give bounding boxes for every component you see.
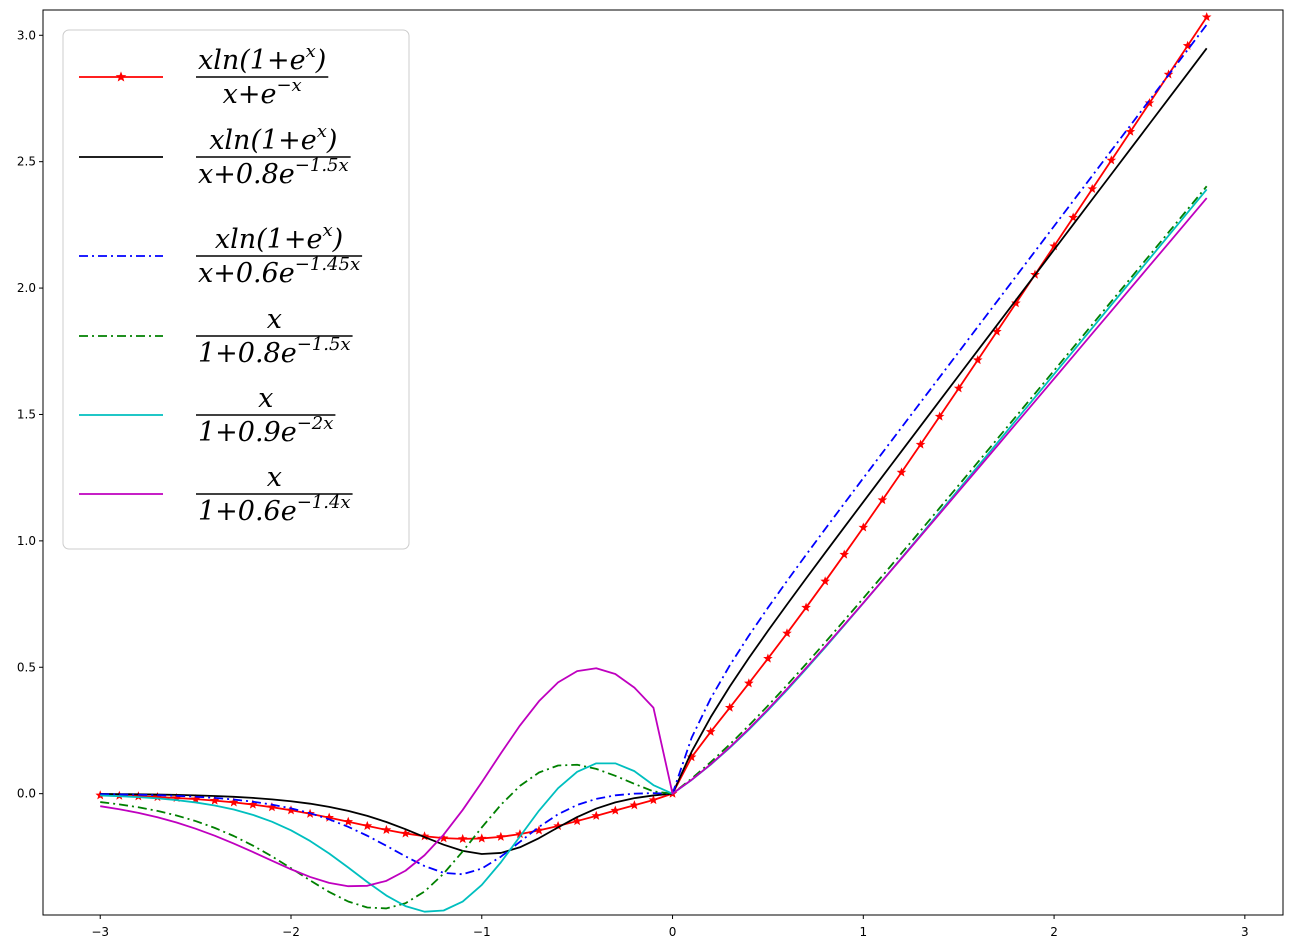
series-marker-1 bbox=[476, 833, 487, 843]
legend-denominator-3: x+0.6e−1.45x bbox=[198, 254, 360, 289]
x-tick-label: −3 bbox=[91, 925, 109, 939]
legend-numerator-3: xln(1+ex) bbox=[215, 220, 343, 255]
series-marker-1 bbox=[1106, 155, 1117, 165]
series-marker-1 bbox=[1144, 98, 1155, 108]
y-tick-label: 0.5 bbox=[17, 660, 36, 674]
legend-denominator-5: 1+0.9e−2x bbox=[198, 413, 333, 448]
series-marker-1 bbox=[248, 799, 258, 809]
series-marker-1 bbox=[1182, 40, 1193, 50]
series-marker-1 bbox=[801, 602, 811, 612]
series-marker-1 bbox=[896, 467, 907, 477]
series-line-2 bbox=[100, 47, 1208, 855]
x-tick-label: −2 bbox=[282, 925, 300, 939]
series-marker-1 bbox=[1011, 298, 1021, 308]
series-marker-1 bbox=[629, 800, 640, 810]
series-marker-1 bbox=[591, 810, 602, 820]
series-marker-1 bbox=[782, 628, 792, 638]
legend-marker-1 bbox=[115, 71, 127, 82]
series-marker-1 bbox=[858, 522, 869, 532]
series-marker-1 bbox=[724, 702, 735, 712]
series-marker-1 bbox=[343, 816, 354, 826]
series-marker-1 bbox=[496, 831, 506, 841]
series-marker-1 bbox=[705, 726, 716, 736]
legend-numerator-2: xln(1+ex) bbox=[209, 121, 337, 156]
y-tick-label: 1.5 bbox=[17, 407, 36, 421]
series-marker-1 bbox=[877, 495, 888, 505]
legend-numerator-1: xln(1+ex) bbox=[198, 41, 326, 76]
series-marker-1 bbox=[209, 795, 220, 805]
series-marker-1 bbox=[915, 439, 926, 449]
series-marker-1 bbox=[1068, 212, 1078, 222]
series-marker-1 bbox=[648, 794, 659, 805]
legend-numerator-6: x bbox=[267, 462, 282, 493]
legend-denominator-1: x+e−x bbox=[223, 75, 302, 110]
x-tick-label: 0 bbox=[669, 925, 677, 939]
series-marker-1 bbox=[457, 833, 468, 843]
legend-denominator-4: 1+0.8e−1.5x bbox=[198, 334, 351, 369]
legend-denominator-2: x+0.8e−1.5x bbox=[198, 155, 349, 190]
series-marker-1 bbox=[686, 752, 697, 762]
series-marker-1 bbox=[1125, 126, 1136, 136]
x-axis: −3 −2 −1 0 1 2 3 bbox=[91, 915, 1249, 939]
series-marker-1 bbox=[400, 828, 411, 838]
series-line-5 bbox=[100, 188, 1208, 913]
legend: xln(1+ex)x+e−xxln(1+ex)x+0.8e−1.5xxln(1+… bbox=[62, 29, 410, 550]
legend-numerator-5: x bbox=[258, 383, 273, 414]
y-tick-label: 1.0 bbox=[17, 534, 36, 548]
series-marker-1 bbox=[744, 678, 754, 688]
x-tick-label: 1 bbox=[859, 925, 867, 939]
series-marker-1 bbox=[763, 653, 773, 663]
series-marker-1 bbox=[610, 805, 621, 815]
series-marker-1 bbox=[1087, 183, 1098, 194]
series-marker-1 bbox=[362, 820, 373, 830]
y-tick-label: 2.0 bbox=[17, 281, 36, 295]
x-tick-label: 2 bbox=[1050, 925, 1058, 939]
series-line-6 bbox=[100, 197, 1208, 888]
series-marker-1 bbox=[1201, 12, 1212, 22]
series-marker-1 bbox=[934, 411, 945, 421]
series-layer bbox=[95, 12, 1212, 913]
series-marker-1 bbox=[972, 355, 983, 365]
y-tick-label: 2.5 bbox=[17, 155, 36, 169]
series-marker-1 bbox=[839, 549, 850, 559]
series-marker-1 bbox=[820, 576, 830, 586]
legend-numerator-4: x bbox=[267, 304, 282, 335]
y-tick-label: 0.0 bbox=[17, 787, 36, 801]
y-axis: 0.0 0.5 1.0 1.5 2.0 2.5 3.0 bbox=[17, 28, 43, 801]
legend-box bbox=[62, 29, 410, 550]
x-tick-label: −1 bbox=[473, 925, 491, 939]
series-marker-1 bbox=[381, 824, 392, 834]
series-marker-1 bbox=[228, 797, 239, 807]
series-line-3 bbox=[100, 24, 1208, 876]
y-tick-label: 3.0 bbox=[17, 28, 36, 42]
legend-denominator-6: 1+0.6e−1.4x bbox=[198, 492, 351, 527]
series-line-4 bbox=[100, 185, 1208, 910]
x-tick-label: 3 bbox=[1241, 925, 1249, 939]
series-marker-1 bbox=[953, 383, 964, 393]
